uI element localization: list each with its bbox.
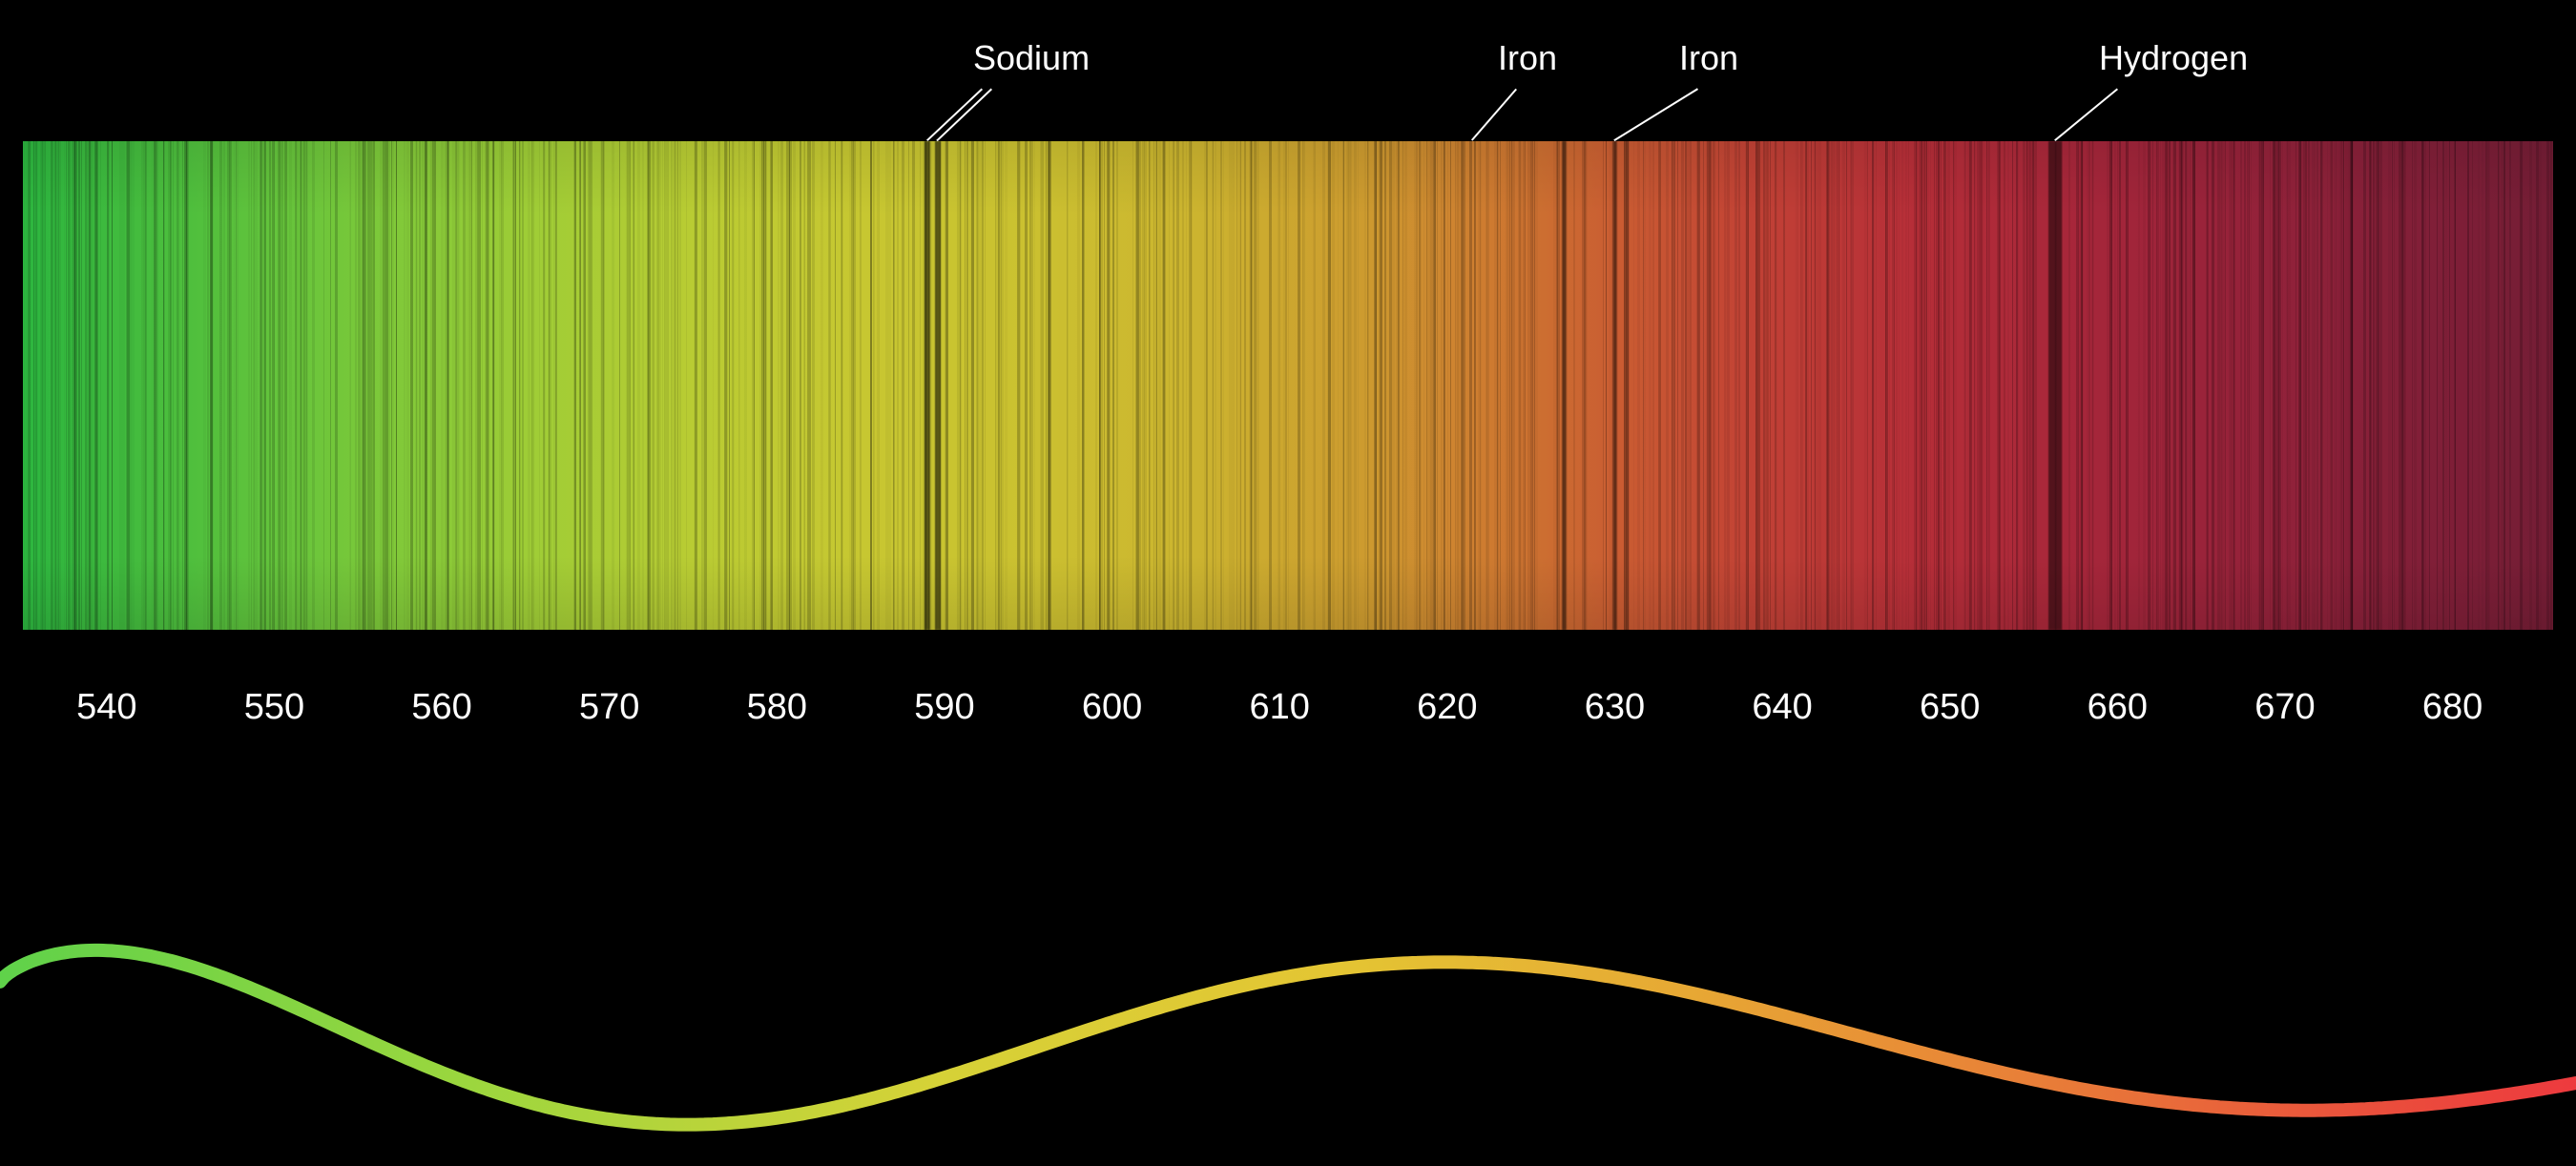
wavelength-wave-curve	[0, 0, 2576, 1166]
spectrum-diagram: SodiumIronIronHydrogen 54055056057058059…	[0, 0, 2576, 1166]
